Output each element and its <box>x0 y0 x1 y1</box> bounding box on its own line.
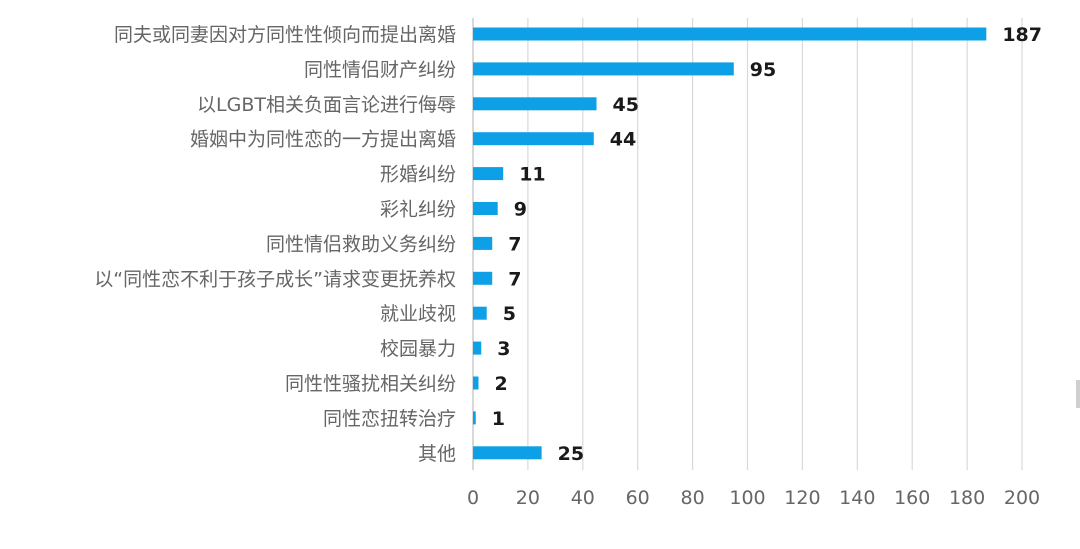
category-label: 其他 <box>418 443 456 465</box>
data-label: 5 <box>503 303 516 325</box>
data-label: 3 <box>497 338 510 360</box>
data-label: 1 <box>492 408 505 430</box>
category-label: 彩礼纠纷 <box>380 199 456 221</box>
bar <box>473 132 594 146</box>
x-tick-label: 0 <box>467 487 479 509</box>
data-label: 2 <box>494 373 507 395</box>
bar <box>473 411 476 425</box>
x-tick-label: 200 <box>1004 487 1040 509</box>
bars-group <box>473 27 987 460</box>
category-label: 形婚纠纷 <box>380 164 456 186</box>
bar <box>473 341 482 355</box>
category-label: 校园暴力 <box>380 338 456 360</box>
bar <box>473 446 542 460</box>
x-tick-label: 20 <box>516 487 540 509</box>
x-tick-label: 120 <box>784 487 820 509</box>
category-label: 就业歧视 <box>380 303 456 325</box>
bar <box>473 376 479 390</box>
category-label: 同性情侣救助义务纠纷 <box>266 233 456 255</box>
bar <box>473 236 493 250</box>
bar <box>473 167 504 181</box>
data-label: 95 <box>750 59 776 81</box>
data-label: 9 <box>514 199 527 221</box>
data-label: 7 <box>508 268 521 290</box>
data-label: 25 <box>558 443 584 465</box>
bar <box>473 97 597 111</box>
data-label: 45 <box>613 94 639 116</box>
bar <box>473 271 493 285</box>
data-label: 44 <box>610 129 636 151</box>
x-axis-tick-labels: 0 20 40 60 80 100 120 140 160 180 200 <box>467 487 1040 509</box>
scrollbar-edge <box>1076 380 1080 408</box>
category-label: 同性情侣财产纠纷 <box>304 59 456 81</box>
bar <box>473 27 987 41</box>
data-label: 7 <box>508 233 521 255</box>
x-tick-label: 40 <box>571 487 595 509</box>
category-label: 以LGBT相关负面言论进行侮辱 <box>197 94 456 116</box>
bar <box>473 306 487 320</box>
category-label: 以“同性恋不利于孩子成长”请求变更抚养权 <box>94 268 456 290</box>
category-label: 同性恋扭转治疗 <box>323 408 456 430</box>
x-tick-label: 180 <box>949 487 985 509</box>
x-tick-label: 100 <box>729 487 765 509</box>
data-labels: 187 95 45 44 11 9 7 7 5 3 2 1 25 <box>492 24 1042 465</box>
category-labels: 同夫或同妻因对方同性性倾向而提出离婚同性情侣财产纠纷以LGBT相关负面言论进行侮… <box>94 24 456 465</box>
data-label: 187 <box>1002 24 1042 46</box>
x-tick-label: 140 <box>839 487 875 509</box>
x-tick-label: 80 <box>681 487 705 509</box>
bar <box>473 62 734 76</box>
data-label: 11 <box>519 164 545 186</box>
grid-lines <box>472 18 1023 470</box>
x-tick-label: 160 <box>894 487 930 509</box>
category-label: 同夫或同妻因对方同性性倾向而提出离婚 <box>114 24 456 46</box>
category-label: 同性性骚扰相关纠纷 <box>285 373 456 395</box>
bar <box>473 202 498 215</box>
x-tick-label: 60 <box>626 487 650 509</box>
category-label: 婚姻中为同性恋的一方提出离婚 <box>190 129 456 151</box>
